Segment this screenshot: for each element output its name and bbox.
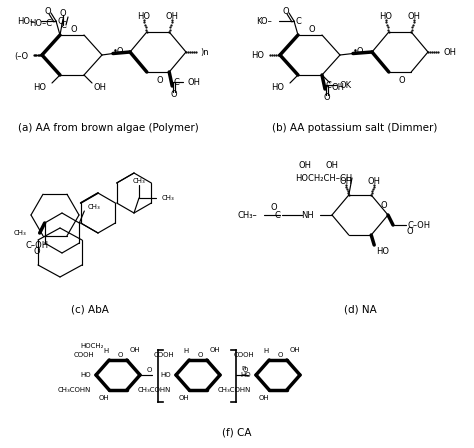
Text: O: O	[197, 352, 203, 358]
Text: OH: OH	[332, 82, 345, 91]
Text: KO–: KO–	[256, 17, 272, 26]
Text: HO: HO	[160, 372, 171, 378]
Text: HO–: HO–	[17, 17, 34, 26]
Text: (f) CA: (f) CA	[222, 427, 252, 437]
Text: C: C	[58, 17, 64, 26]
Text: OH: OH	[408, 12, 421, 21]
Text: OH: OH	[299, 160, 311, 169]
Text: HO: HO	[81, 372, 91, 378]
Text: HO: HO	[271, 82, 284, 91]
Text: CH₃–: CH₃–	[237, 211, 257, 220]
Text: OH: OH	[210, 347, 220, 353]
Text: OH: OH	[130, 347, 140, 353]
Text: OH: OH	[326, 160, 338, 169]
Text: COOH: COOH	[234, 352, 254, 358]
Text: n: n	[241, 365, 246, 371]
Text: O: O	[60, 9, 66, 17]
Text: C: C	[296, 17, 302, 26]
Text: H: H	[264, 348, 269, 354]
Text: OH: OH	[259, 395, 270, 401]
Text: HO–C: HO–C	[29, 18, 52, 27]
Text: CH₃COHN: CH₃COHN	[58, 387, 91, 393]
Text: (b) AA potassium salt (Dimmer): (b) AA potassium salt (Dimmer)	[272, 123, 438, 133]
Text: C–OH: C–OH	[408, 220, 431, 229]
Text: HO: HO	[251, 51, 264, 60]
Text: O: O	[277, 352, 283, 358]
Text: O: O	[71, 25, 77, 34]
Text: O: O	[33, 246, 40, 255]
Text: CH₃COHN: CH₃COHN	[138, 387, 171, 393]
Text: CH₃: CH₃	[133, 178, 146, 184]
Text: COOH: COOH	[154, 352, 174, 358]
Text: HO: HO	[379, 12, 392, 21]
Text: HOCH₂: HOCH₂	[81, 343, 104, 349]
Text: OH: OH	[339, 177, 352, 185]
Text: OH: OH	[166, 12, 179, 21]
Text: OH: OH	[179, 395, 190, 401]
Text: O: O	[157, 76, 164, 85]
Text: H: H	[104, 348, 109, 354]
Text: O: O	[309, 25, 315, 34]
Text: OH: OH	[99, 395, 109, 401]
Text: OH: OH	[444, 47, 457, 56]
Text: H: H	[183, 348, 189, 354]
Text: C–OH: C–OH	[25, 241, 48, 250]
Text: OH: OH	[368, 177, 381, 185]
Text: )n: )n	[200, 47, 209, 56]
Text: O: O	[45, 7, 51, 16]
Text: O: O	[117, 352, 123, 358]
Text: O: O	[146, 367, 152, 373]
Text: OH: OH	[187, 78, 200, 86]
Text: O: O	[271, 202, 277, 211]
Text: C: C	[326, 81, 332, 90]
Text: CH₃: CH₃	[87, 204, 100, 210]
Text: OH: OH	[290, 347, 301, 353]
Text: •O: •O	[353, 47, 365, 56]
Text: O: O	[399, 76, 405, 85]
Text: O: O	[171, 90, 177, 99]
Text: CH₃COHN: CH₃COHN	[218, 387, 251, 393]
Text: CH₃: CH₃	[14, 230, 27, 236]
Text: •O: •O	[113, 47, 125, 56]
Text: O: O	[283, 7, 289, 16]
Text: C: C	[60, 21, 66, 30]
Text: HO: HO	[240, 372, 251, 378]
Text: OH: OH	[94, 82, 107, 91]
Text: COOH: COOH	[73, 352, 94, 358]
Text: (–O: (–O	[14, 52, 28, 60]
Text: O: O	[407, 227, 413, 236]
Text: O: O	[242, 367, 248, 373]
Text: (a) AA from brown algae (Polymer): (a) AA from brown algae (Polymer)	[18, 123, 199, 133]
Text: (c) AbA: (c) AbA	[71, 305, 109, 315]
Text: HOCH₂CH–CH: HOCH₂CH–CH	[295, 173, 352, 182]
Text: HO: HO	[33, 82, 46, 91]
Text: HO: HO	[376, 246, 389, 255]
Text: CH₃: CH₃	[162, 195, 175, 201]
Text: (d) NA: (d) NA	[344, 305, 376, 315]
Text: OK: OK	[340, 81, 352, 90]
Text: C: C	[274, 211, 280, 220]
Text: NH: NH	[301, 211, 314, 220]
Text: HO: HO	[137, 12, 150, 21]
Text: C: C	[173, 78, 179, 86]
Text: O: O	[380, 201, 387, 210]
Text: O: O	[324, 92, 330, 102]
